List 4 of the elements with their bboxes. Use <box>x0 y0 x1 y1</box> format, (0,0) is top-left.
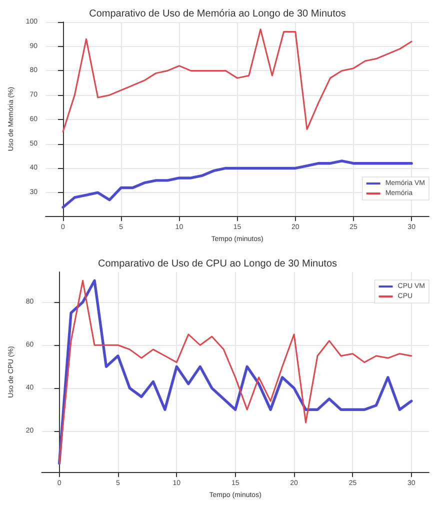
line-series <box>62 28 412 132</box>
line-series <box>62 160 413 209</box>
chart-title: Comparativo de Uso de Memória ao Longo de 30 Minutos <box>89 8 346 20</box>
chart-title: Comparativo de Uso de CPU ao Longo de 30 Minutos <box>98 258 338 270</box>
